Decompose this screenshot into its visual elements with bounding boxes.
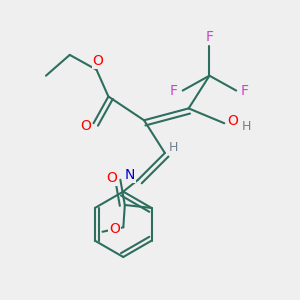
Text: O: O [92, 54, 104, 68]
Text: O: O [106, 171, 117, 185]
Text: F: F [170, 84, 178, 98]
Text: H: H [169, 140, 178, 154]
Text: H: H [242, 120, 251, 133]
Text: N: N [124, 168, 135, 182]
Text: O: O [109, 222, 120, 236]
Text: F: F [241, 84, 249, 98]
Text: F: F [206, 30, 213, 44]
Text: O: O [80, 119, 91, 133]
Text: O: O [227, 114, 238, 128]
